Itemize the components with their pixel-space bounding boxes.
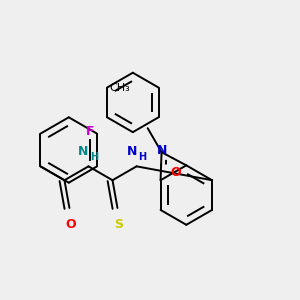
Text: N: N (157, 144, 167, 157)
Text: S: S (114, 218, 123, 231)
Text: H: H (139, 152, 147, 162)
Text: H: H (91, 152, 99, 162)
Text: N: N (126, 146, 137, 158)
Text: N: N (78, 146, 89, 158)
Text: O: O (170, 166, 181, 179)
Text: F: F (85, 125, 94, 138)
Text: O: O (65, 218, 76, 231)
Text: CH₃: CH₃ (109, 82, 130, 93)
